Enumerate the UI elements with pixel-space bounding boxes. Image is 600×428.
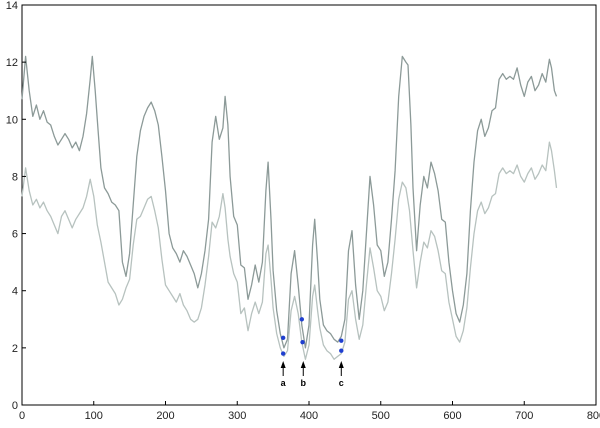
y-tick-label: 0: [12, 400, 18, 412]
highlight-point-4: [300, 339, 305, 345]
x-tick-label: 800: [587, 410, 600, 422]
y-tick-label: 14: [6, 0, 18, 12]
highlight-point-1: [280, 335, 286, 341]
y-tick-label: 2: [12, 343, 18, 355]
annotation-label-b: b: [301, 378, 307, 388]
tick-layer: 0 100 200 300 400 500 600 700 800 0 2 4 6 8 10 12 14: [6, 0, 600, 422]
x-tick-label: 200: [156, 410, 174, 422]
x-tick-label: 0: [19, 410, 25, 422]
x-tick-label: 400: [300, 410, 318, 422]
annotation-arrow-head-c: [338, 361, 344, 368]
x-tick-label: 100: [85, 410, 103, 422]
marker-layer: [280, 317, 344, 356]
series-line-1: [21, 55, 558, 349]
y-tick-label: 8: [12, 171, 18, 183]
y-tick-label: 12: [6, 57, 18, 69]
x-tick-label: 300: [228, 410, 246, 422]
highlight-point-5: [339, 338, 344, 343]
series-line-2: [21, 141, 558, 360]
highlight-point-6: [339, 348, 344, 353]
y-tick-label: 10: [6, 114, 18, 126]
x-tick-label: 600: [443, 410, 461, 422]
y-tick-label: 4: [12, 286, 18, 298]
annotation-arrow-head-a: [280, 361, 286, 368]
series-layer: [21, 55, 558, 360]
annotation-arrow-head-b: [300, 361, 306, 368]
y-tick-label: 6: [12, 229, 18, 241]
annotation-label-a: a: [281, 378, 287, 388]
x-tick-label: 500: [372, 410, 390, 422]
highlight-point-3: [299, 317, 305, 322]
highlight-point-2: [280, 351, 286, 356]
x-tick-label: 700: [515, 410, 533, 422]
annotation-label-c: c: [339, 378, 344, 388]
annotation-layer: a b c: [281, 361, 344, 388]
